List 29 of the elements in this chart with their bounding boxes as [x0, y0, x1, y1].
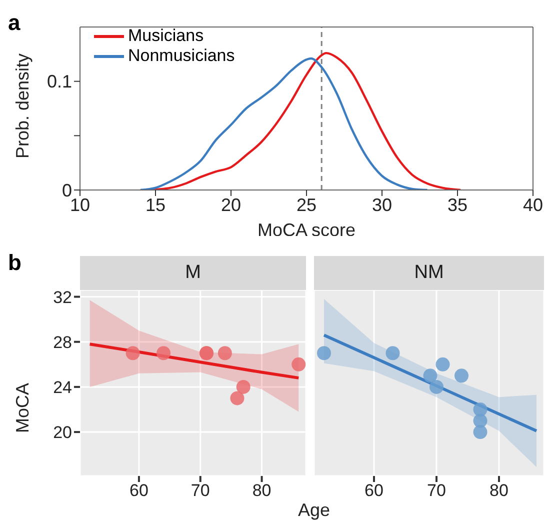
x-axis-title: MoCA score [257, 220, 356, 240]
x-tick-label: 10 [70, 194, 90, 215]
y-tick-label: 0 [62, 180, 72, 200]
chart-title: M [80, 256, 306, 290]
x-tick-label: 40 [522, 194, 544, 215]
y-tick-label: 32 [53, 288, 72, 307]
chart-title: NM [314, 256, 544, 290]
legend-label: Nonmusicians [127, 46, 235, 66]
y-tick-label: 28 [53, 332, 72, 352]
legend-label: Musicians [127, 26, 205, 46]
text: b [8, 250, 22, 276]
y-tick-label: 20 [53, 423, 72, 442]
x-tick-label: 30 [372, 194, 392, 215]
x-tick-label: 80 [490, 481, 508, 500]
x-tick-label: 60 [364, 481, 384, 500]
x-tick-label: 70 [427, 481, 446, 500]
x-tick-label: 80 [252, 481, 272, 500]
text: a [8, 10, 20, 36]
y-axis-title: Prob. density [12, 53, 32, 158]
x-tick-label: 20 [220, 194, 242, 215]
y-tick-label: 0.1 [46, 72, 72, 92]
y-axis-title: MoCA [12, 382, 32, 433]
x-axis-title: Age [298, 500, 332, 521]
y-tick-label: 24 [53, 378, 72, 397]
x-tick-label: 60 [129, 481, 148, 500]
x-tick-label: 25 [296, 194, 317, 215]
x-tick-label: 70 [190, 481, 210, 500]
x-tick-label: 35 [447, 194, 468, 215]
x-tick-label: 15 [145, 194, 166, 215]
